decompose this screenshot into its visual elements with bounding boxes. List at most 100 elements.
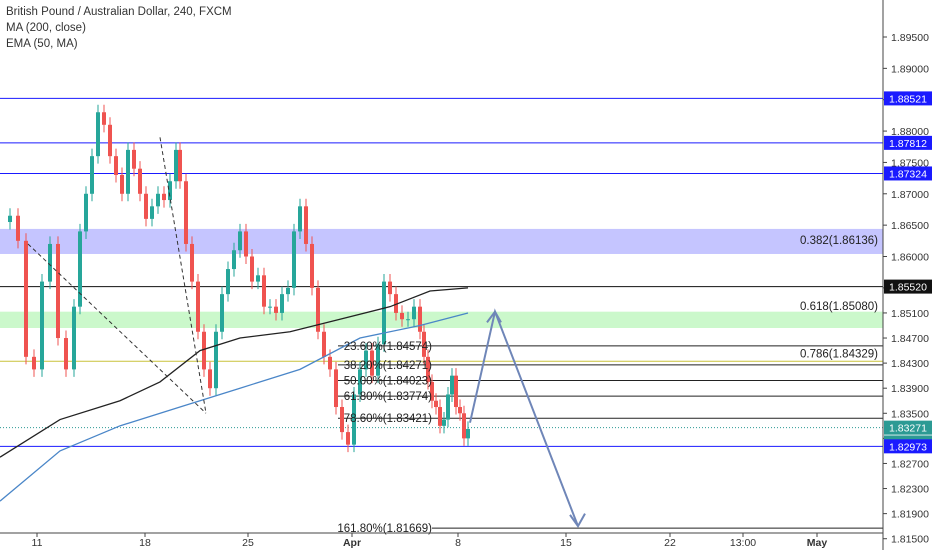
candle (466, 429, 470, 438)
retracement-label: 23.60%(1.84574) (344, 341, 432, 353)
retracement-label: 50.00%(1.84023) (344, 375, 432, 387)
zone-blue (0, 229, 883, 254)
x-tick-label: 8 (455, 537, 461, 549)
candle (32, 357, 36, 370)
candle (132, 150, 136, 169)
trendline-dashed (28, 244, 206, 413)
x-tick-label: 15 (560, 537, 572, 549)
retracement-label: 61.80%(1.83774) (344, 391, 432, 403)
y-tick-label: 1.87000 (891, 189, 929, 201)
candle (96, 112, 100, 156)
candle (250, 256, 254, 281)
candle (226, 269, 230, 294)
candle (214, 332, 218, 388)
x-tick-label: 22 (664, 537, 676, 549)
retracement-label: 78.60%(1.83421) (344, 413, 432, 425)
candle (90, 156, 94, 194)
y-tick-label: 1.82300 (891, 484, 929, 496)
price-label: 1.87812 (889, 138, 927, 150)
x-tick-label: May (807, 537, 828, 549)
candle (462, 413, 466, 438)
y-tick-label: 1.84700 (891, 333, 929, 345)
candle (84, 194, 88, 232)
candle (442, 420, 446, 426)
candle (286, 288, 290, 294)
candle (162, 194, 166, 200)
candle (434, 401, 438, 407)
candle (406, 319, 410, 320)
candle (382, 282, 386, 345)
fib-label: 0.382(1.86136) (800, 235, 878, 247)
candle (144, 194, 148, 219)
candle (168, 181, 172, 200)
candle (178, 150, 182, 181)
retracement-label: 38.20%(1.84271) (344, 360, 432, 372)
candle (446, 394, 450, 419)
candle (196, 282, 200, 332)
candle (102, 112, 106, 125)
fib-label: 0.786(1.84329) (800, 348, 878, 360)
y-tick-label: 1.86000 (891, 251, 929, 263)
price-label: 1.87324 (889, 168, 927, 180)
candle (156, 194, 160, 207)
y-tick-label: 1.85100 (891, 308, 929, 320)
y-tick-label: 1.89000 (891, 63, 929, 75)
candle (40, 282, 44, 370)
candle (334, 369, 338, 407)
candle (400, 313, 404, 319)
trendline-dashed (160, 137, 206, 413)
candle (328, 357, 332, 370)
price-label: 1.88521 (889, 93, 927, 105)
candle (24, 241, 28, 357)
candle (268, 307, 272, 308)
candle (454, 376, 458, 407)
y-tick-label: 1.89500 (891, 32, 929, 44)
price-label: 1.85520 (889, 282, 927, 294)
candle (72, 307, 76, 370)
candle (48, 244, 52, 282)
candle (346, 432, 350, 445)
x-tick-label: 11 (32, 537, 43, 549)
candle (388, 282, 392, 295)
candle (190, 244, 194, 282)
candle (256, 275, 260, 281)
candle (450, 376, 454, 395)
candle (208, 369, 212, 388)
price-label: 1.83271 (889, 423, 927, 435)
candle (78, 231, 82, 306)
projection-arrow (470, 312, 578, 526)
candle (138, 169, 142, 194)
y-tick-label: 1.81500 (891, 534, 929, 546)
candle (280, 294, 284, 313)
x-tick-label: 18 (139, 537, 151, 549)
y-tick-label: 1.83900 (891, 383, 929, 395)
candle (16, 216, 20, 241)
candle (262, 275, 266, 306)
x-tick-label: Apr (343, 537, 361, 549)
candle (304, 206, 308, 244)
x-tick-label: 13:00 (730, 537, 756, 549)
candle (202, 332, 206, 370)
candle (64, 338, 68, 369)
ma-legend: MA (200, close) (6, 20, 232, 36)
candle (120, 175, 124, 194)
ema-legend: EMA (50, MA) (6, 36, 232, 52)
chart-legend: British Pound / Australian Dollar, 240, … (6, 4, 232, 52)
candle (150, 206, 154, 219)
y-tick-label: 1.86500 (891, 220, 929, 232)
price-label: 1.82973 (889, 441, 927, 453)
candle (322, 332, 326, 357)
candle (238, 231, 242, 250)
candle (126, 150, 130, 194)
candle (458, 407, 462, 413)
candle (438, 407, 442, 426)
candle (418, 307, 422, 332)
x-tick-label: 25 (242, 537, 254, 549)
candle (274, 307, 278, 313)
candle (220, 294, 224, 332)
symbol-title: British Pound / Australian Dollar, 240, … (6, 4, 232, 20)
candle (8, 216, 12, 222)
projection-arrowhead-down (570, 514, 585, 527)
candle (56, 244, 60, 338)
